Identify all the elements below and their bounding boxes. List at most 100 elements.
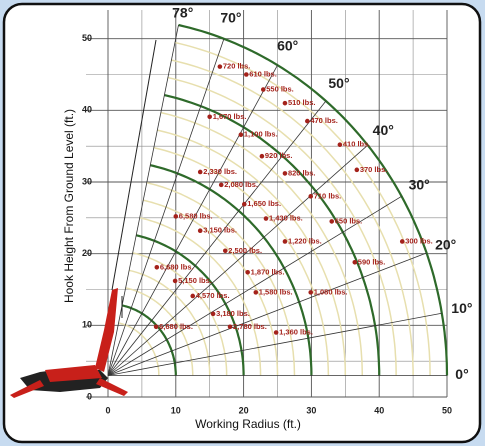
y-tick-label: 20 [82,248,92,258]
load-point [399,239,405,244]
load-point [197,228,203,234]
angle-line [107,24,179,376]
minor-reach-arc [143,199,279,376]
load-label: 1,360 lbs. [279,327,313,336]
load-label: 610 lbs. [249,69,277,78]
load-label: 710 lbs. [314,191,342,200]
load-label: 1,430 lbs. [269,214,303,223]
load-point [172,278,178,284]
y-tick-label: 10 [82,320,92,330]
angle-label: 10° [451,300,472,316]
load-label: 4,570 lbs. [196,291,230,300]
minor-reach-arc [157,129,347,376]
x-tick-label: 50 [442,405,452,415]
load-label: 2,080 lbs. [224,180,258,189]
angle-label: 20° [435,236,456,252]
load-label: 820 lbs. [288,168,316,177]
load-label: 1,080 lbs. [314,287,348,296]
load-label: 1,580 lbs. [259,287,293,296]
load-point [305,118,310,124]
load-point [245,270,250,275]
minor-reach-arc [139,217,262,376]
load-label: 6,680 lbs. [160,262,194,271]
reach-arc [135,234,245,376]
load-point [218,182,224,188]
angle-line [107,252,427,376]
minor-reach-arc [118,322,160,376]
angle-line [107,195,402,376]
y-tick-label: 0 [87,391,92,401]
load-label: 1,650 lbs. [247,199,281,208]
load-point [352,259,358,265]
load-label: 6,680 lbs. [159,322,193,331]
reach-arc [178,23,449,376]
load-label: 3,180 lbs. [216,309,250,318]
angle-label: 60° [277,37,298,53]
load-point [282,239,288,244]
minor-reach-arc [171,59,414,376]
angle-label: 0° [455,366,468,382]
load-point [227,324,233,330]
load-label: 2,780 lbs. [233,322,267,331]
minor-reach-arc [153,146,330,376]
crane-illustration [10,39,157,398]
load-point [263,216,269,221]
load-label: 2,330 lbs. [203,167,237,176]
angle-lines [107,24,447,376]
x-tick-label: 30 [306,405,316,415]
angle-label: 70° [220,9,241,25]
load-point [173,214,179,219]
angle-line [107,312,442,376]
minor-reach-arc [125,287,194,376]
load-label: 1,100 lbs. [244,130,278,139]
reach-arc [164,94,381,376]
load-point [308,194,314,199]
reach-arc [150,164,313,376]
angle-label: 50° [328,75,349,91]
angle-line [107,64,278,376]
load-point [337,142,343,148]
minor-reach-arc [167,76,397,376]
x-tick-label: 40 [374,405,384,415]
angle-line [107,38,225,376]
load-point [259,153,265,159]
load-label: 2,500 lbs. [228,246,262,255]
load-point [207,114,212,120]
x-axis-label: Working Radius (ft.) [195,417,301,431]
load-points: 720 lbs.610 lbs. 550 lbs. 510 lbs. 470 lbs.… [153,62,433,336]
load-point [273,330,279,335]
load-label: 5,150 lbs. [178,276,212,285]
x-tick-label: 20 [239,405,249,415]
load-point [153,324,159,330]
load-point [197,169,203,175]
angle-label: 40° [373,122,394,138]
y-axis-label: Hook Height From Ground Level (ft.) [62,109,76,303]
minor-reach-arc [132,252,228,376]
load-label: 370 lbs. [360,165,388,174]
load-label: 510 lbs. [288,98,316,107]
load-label: 470 lbs. [310,116,338,125]
reach-arc [121,304,177,376]
load-label: 1,870 lbs. [251,267,285,276]
y-tick-label: 40 [82,105,92,115]
angle-label: 30° [409,176,430,192]
load-point [308,290,314,295]
load-point [260,87,266,92]
load-point [282,100,288,106]
load-label: 590 lbs. [358,257,386,266]
load-point [329,219,335,224]
load-point [354,167,360,173]
load-point [217,64,223,69]
angle-line [107,144,368,376]
angle-line [107,100,327,376]
load-label: 550 lbs. [266,85,294,94]
load-label: 3,150 lbs. [203,226,237,235]
load-label: 6,580 lbs. [179,211,213,220]
load-label: 300 lbs. [405,236,433,245]
load-point [244,72,249,77]
y-tick-label: 30 [82,176,92,186]
load-point [154,264,160,270]
load-label: 920 lbs. [265,151,293,160]
load-point [253,290,259,295]
